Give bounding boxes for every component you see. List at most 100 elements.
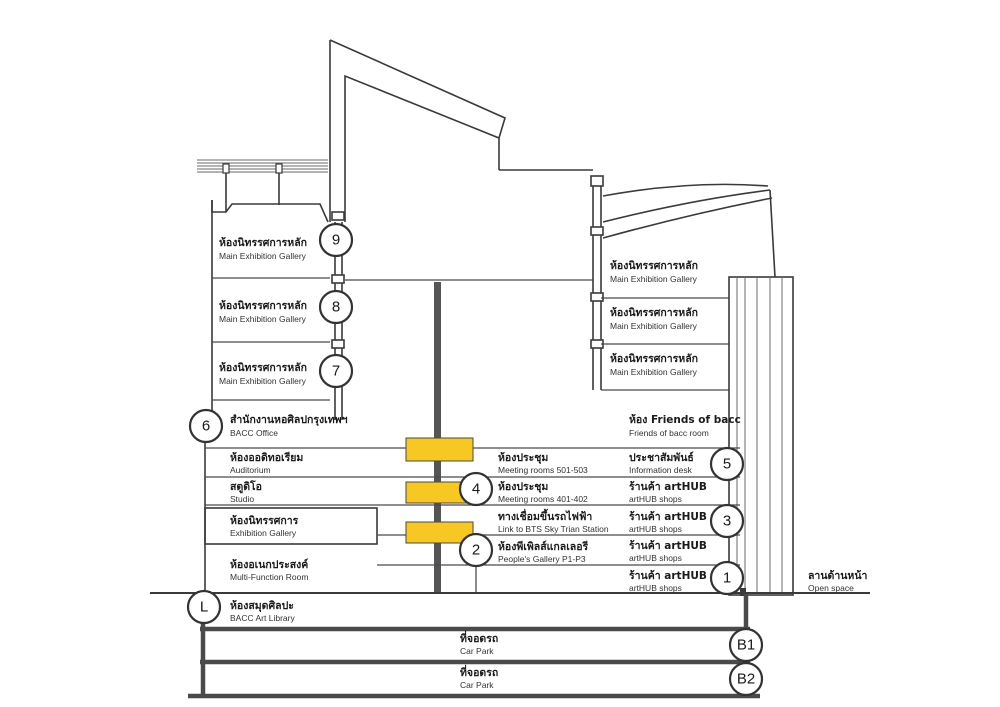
- room-meeting-401: ห้องประชุม Meeting rooms 401-402: [498, 480, 588, 504]
- svg-text:ห้องนิทรรศการหลัก: ห้องนิทรรศการหลัก: [219, 361, 307, 374]
- floor-marker-b1[interactable]: B1: [728, 627, 764, 663]
- room-meeting-501: ห้องประชุม Meeting rooms 501-503: [498, 451, 588, 475]
- floor-marker-3[interactable]: 3: [709, 503, 745, 539]
- svg-text:BACC Art Library: BACC Art Library: [230, 613, 295, 623]
- svg-text:ห้องนิทรรศการหลัก: ห้องนิทรรศการหลัก: [219, 236, 307, 249]
- svg-text:ร้านค้า artHUB: ร้านค้า artHUB: [629, 510, 707, 523]
- floor-marker-1[interactable]: 1: [709, 560, 745, 596]
- svg-text:Main Exhibition Gallery: Main Exhibition Gallery: [610, 321, 698, 331]
- room-studio: สตูดิโอ Studio: [230, 480, 262, 504]
- room-info-desk: ประชาสัมพันธ์ Information desk: [629, 451, 694, 475]
- room-bts-link: ทางเชื่อมขึ้นรถไฟฟ้า Link to BTS Sky Tri…: [498, 508, 609, 534]
- svg-text:Main Exhibition Gallery: Main Exhibition Gallery: [219, 251, 307, 261]
- svg-text:People's Gallery P1-P3: People's Gallery P1-P3: [498, 554, 586, 564]
- floor-marker-l[interactable]: L: [186, 589, 222, 625]
- svg-text:3: 3: [723, 513, 731, 530]
- svg-text:6: 6: [202, 418, 210, 435]
- svg-text:Exhibition Gallery: Exhibition Gallery: [230, 528, 297, 538]
- svg-text:ห้องอเนกประสงค์: ห้องอเนกประสงค์: [230, 558, 308, 571]
- svg-text:L: L: [200, 599, 208, 616]
- floor-marker-9[interactable]: 9: [318, 222, 354, 258]
- bts-link-bridges: [405, 437, 474, 544]
- svg-text:8: 8: [332, 299, 340, 316]
- svg-text:ที่จอดรถ: ที่จอดรถ: [460, 664, 498, 679]
- floor-marker-4[interactable]: 4: [458, 471, 494, 507]
- svg-text:ห้องนิทรรศการหลัก: ห้องนิทรรศการหลัก: [219, 299, 307, 312]
- svg-text:ห้องพีเพิลส์แกลเลอรี: ห้องพีเพิลส์แกลเลอรี: [498, 540, 589, 553]
- room-right-gallery-9: ห้องนิทรรศการหลัก Main Exhibition Galler…: [610, 259, 698, 284]
- room-open-space: ลานด้านหน้า Open space: [808, 569, 867, 593]
- svg-text:artHUB shops: artHUB shops: [629, 553, 682, 563]
- svg-text:4: 4: [472, 481, 480, 498]
- svg-text:ทางเชื่อมขึ้นรถไฟฟ้า: ทางเชื่อมขึ้นรถไฟฟ้า: [498, 508, 592, 523]
- room-peoples-gallery: ห้องพีเพิลส์แกลเลอรี People's Gallery P1…: [498, 540, 589, 564]
- svg-text:สตูดิโอ: สตูดิโอ: [230, 480, 262, 494]
- room-multi-function: ห้องอเนกประสงค์ Multi-Function Room: [230, 558, 308, 582]
- svg-text:7: 7: [332, 363, 340, 380]
- svg-text:ห้องนิทรรศการหลัก: ห้องนิทรรศการหลัก: [610, 352, 698, 365]
- roof-truss: [197, 159, 328, 212]
- svg-text:ร้านค้า artHUB: ร้านค้า artHUB: [629, 569, 707, 582]
- svg-text:5: 5: [723, 456, 731, 473]
- svg-text:1: 1: [723, 570, 731, 587]
- room-bacc-office: สำนักงานหอศิลปกรุงเทพฯ BACC Office: [230, 414, 348, 438]
- floor-marker-b2[interactable]: B2: [728, 661, 764, 697]
- room-auditorium: ห้องออดิทอเรียม Auditorium: [230, 451, 303, 475]
- svg-text:ห้องนิทรรศการหลัก: ห้องนิทรรศการหลัก: [610, 306, 698, 319]
- svg-text:Auditorium: Auditorium: [230, 465, 271, 475]
- room-arthub-1: ร้านค้า artHUB artHUB shops: [629, 569, 707, 593]
- room-exhibition-gallery: ห้องนิทรรศการ Exhibition Gallery: [230, 514, 299, 538]
- svg-text:Studio: Studio: [230, 494, 254, 504]
- svg-text:artHUB shops: artHUB shops: [629, 524, 682, 534]
- svg-text:ห้องประชุม: ห้องประชุม: [498, 451, 548, 465]
- svg-text:ร้านค้า artHUB: ร้านค้า artHUB: [629, 539, 707, 552]
- svg-text:Meeting rooms 401-402: Meeting rooms 401-402: [498, 494, 588, 504]
- svg-text:ประชาสัมพันธ์: ประชาสัมพันธ์: [629, 451, 694, 464]
- room-friends-of-bacc: ห้อง Friends of bacc Friends of bacc roo…: [629, 413, 741, 438]
- room-car-park-b1: ที่จอดรถ Car Park: [460, 630, 498, 656]
- svg-text:ลานด้านหน้า: ลานด้านหน้า: [808, 569, 867, 582]
- svg-text:Information desk: Information desk: [629, 465, 693, 475]
- room-arthub-3: ร้านค้า artHUB artHUB shops: [629, 510, 707, 534]
- svg-text:9: 9: [332, 232, 340, 249]
- svg-text:ห้องนิทรรศการหลัก: ห้องนิทรรศการหลัก: [610, 259, 698, 272]
- svg-text:ร้านค้า artHUB: ร้านค้า artHUB: [629, 480, 707, 493]
- svg-text:artHUB shops: artHUB shops: [629, 583, 682, 593]
- svg-text:BACC Office: BACC Office: [230, 428, 278, 438]
- floor-marker-5[interactable]: 5: [709, 446, 745, 482]
- svg-text:ที่จอดรถ: ที่จอดรถ: [460, 630, 498, 645]
- room-right-gallery-8: ห้องนิทรรศการหลัก Main Exhibition Galler…: [610, 306, 698, 331]
- room-right-gallery-7: ห้องนิทรรศการหลัก Main Exhibition Galler…: [610, 352, 698, 377]
- room-main-gallery-8: ห้องนิทรรศการหลัก Main Exhibition Galler…: [219, 299, 307, 324]
- svg-text:Multi-Function Room: Multi-Function Room: [230, 572, 308, 582]
- svg-text:artHUB shops: artHUB shops: [629, 494, 682, 504]
- svg-text:Car Park: Car Park: [460, 680, 494, 690]
- room-main-gallery-9: ห้องนิทรรศการหลัก Main Exhibition Galler…: [219, 236, 307, 261]
- room-car-park-b2: ที่จอดรถ Car Park: [460, 664, 498, 690]
- floor-marker-8[interactable]: 8: [318, 289, 354, 325]
- svg-text:ห้อง Friends of bacc: ห้อง Friends of bacc: [629, 413, 741, 426]
- floor-marker-6[interactable]: 6: [188, 408, 224, 444]
- svg-text:ห้องนิทรรศการ: ห้องนิทรรศการ: [230, 514, 299, 527]
- room-arthub-2: ร้านค้า artHUB artHUB shops: [629, 539, 707, 563]
- building-structure: [150, 39, 870, 699]
- svg-text:ห้องสมุดศิลปะ: ห้องสมุดศิลปะ: [230, 599, 294, 613]
- svg-text:Main Exhibition Gallery: Main Exhibition Gallery: [219, 314, 307, 324]
- svg-text:ห้องประชุม: ห้องประชุม: [498, 480, 548, 494]
- svg-text:Meeting rooms 501-503: Meeting rooms 501-503: [498, 465, 588, 475]
- room-arthub-4: ร้านค้า artHUB artHUB shops: [629, 480, 707, 504]
- svg-text:B2: B2: [737, 671, 755, 688]
- svg-text:ห้องออดิทอเรียม: ห้องออดิทอเรียม: [230, 451, 303, 464]
- floor-marker-2[interactable]: 2: [458, 532, 494, 568]
- svg-text:2: 2: [472, 542, 480, 559]
- svg-text:B1: B1: [737, 637, 755, 654]
- svg-text:Open space: Open space: [808, 583, 854, 593]
- floor-marker-7[interactable]: 7: [318, 353, 354, 389]
- svg-text:Link to BTS Sky Trian Station: Link to BTS Sky Trian Station: [498, 524, 609, 534]
- svg-text:Main Exhibition Gallery: Main Exhibition Gallery: [610, 367, 698, 377]
- svg-text:สำนักงานหอศิลปกรุงเทพฯ: สำนักงานหอศิลปกรุงเทพฯ: [230, 414, 348, 427]
- svg-text:Car Park: Car Park: [460, 646, 494, 656]
- room-main-gallery-7: ห้องนิทรรศการหลัก Main Exhibition Galler…: [219, 361, 307, 386]
- svg-text:Friends of bacc room: Friends of bacc room: [629, 428, 709, 438]
